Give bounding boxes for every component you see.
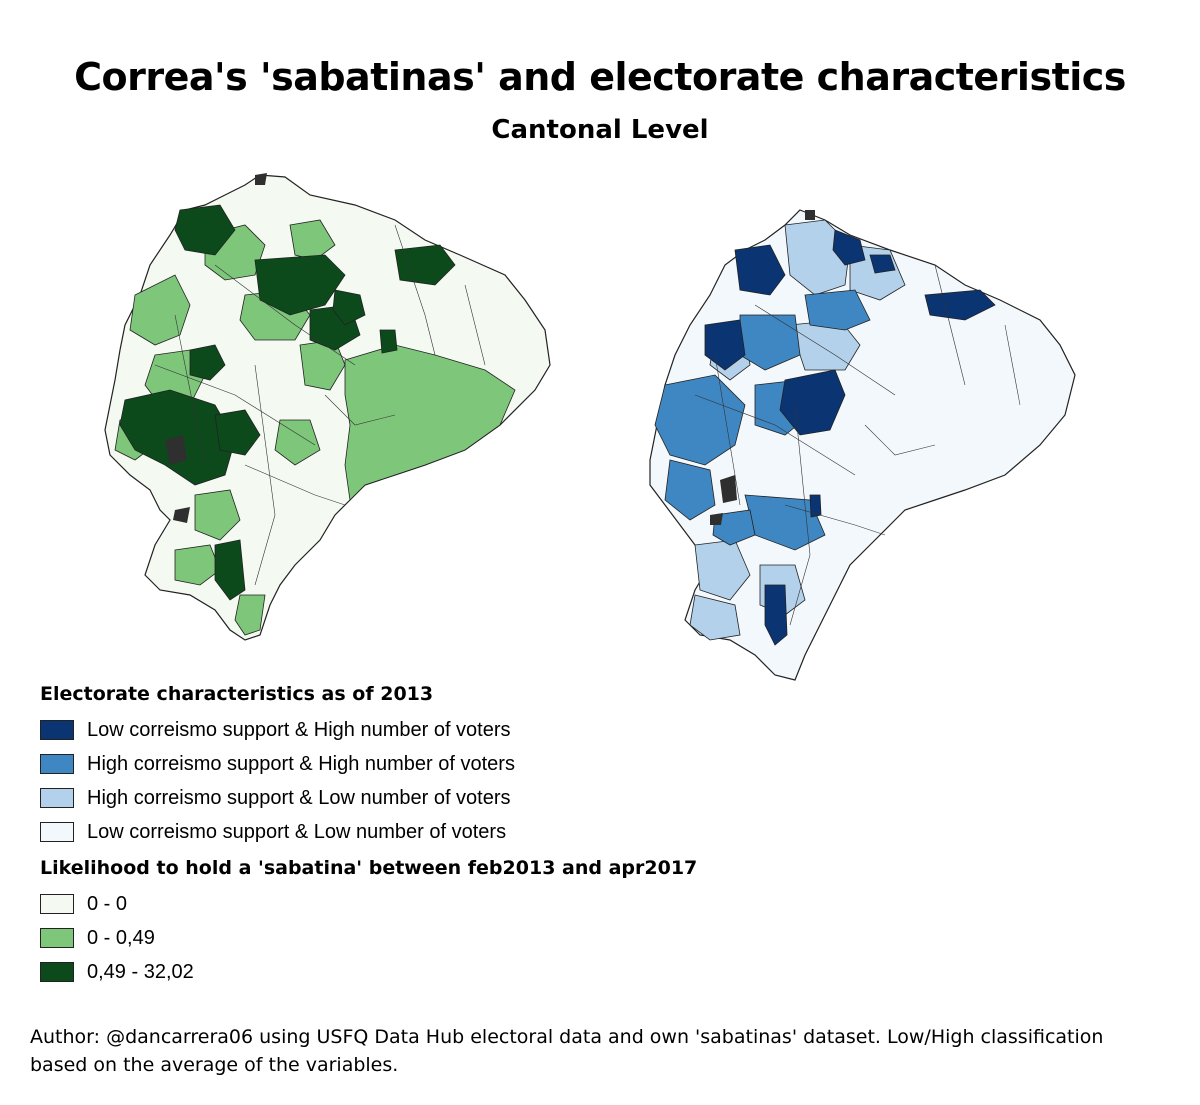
legend-swatch (40, 894, 74, 914)
sabatina-likelihood-map (95, 165, 565, 645)
legend-item: 0 - 0,49 (40, 921, 697, 955)
legend-label: High correismo support & Low number of v… (87, 786, 511, 809)
legend-swatch (40, 928, 74, 948)
legend-item: 0,49 - 32,02 (40, 955, 697, 989)
legend-item: Low correismo support & Low number of vo… (40, 815, 515, 849)
legend-label: Low correismo support & High number of v… (87, 718, 511, 741)
electorate-legend-title: Electorate characteristics as of 2013 (40, 683, 434, 705)
legend-label: 0,49 - 32,02 (87, 960, 194, 983)
legend-item: High correismo support & Low number of v… (40, 781, 515, 815)
legend-item: High correismo support & High number of … (40, 747, 515, 781)
sabatina-legend: Likelihood to hold a 'sabatina' between … (40, 857, 697, 989)
map-subtitle: Cantonal Level (491, 115, 709, 145)
legend-label: High correismo support & High number of … (87, 752, 515, 775)
electorate-characteristics-map (635, 205, 1085, 690)
legend-swatch (40, 822, 74, 842)
legend-label: 0 - 0,49 (87, 926, 155, 949)
legend-swatch (40, 788, 74, 808)
legend-item: Low correismo support & High number of v… (40, 713, 515, 747)
author-note: Author: @dancarrera06 using USFQ Data Hu… (30, 1026, 1104, 1076)
legend-label: 0 - 0 (87, 892, 128, 915)
sabatina-legend-title: Likelihood to hold a 'sabatina' between … (40, 857, 698, 879)
electorate-legend: Electorate characteristics as of 2013 Lo… (40, 683, 515, 849)
legend-swatch (40, 962, 74, 982)
legend-label: Low correismo support & Low number of vo… (87, 820, 507, 843)
legend-swatch (40, 754, 74, 774)
legend-item: 0 - 0 (40, 887, 697, 921)
legend-swatch (40, 720, 74, 740)
map-title: Correa's 'sabatinas' and electorate char… (74, 55, 1126, 99)
